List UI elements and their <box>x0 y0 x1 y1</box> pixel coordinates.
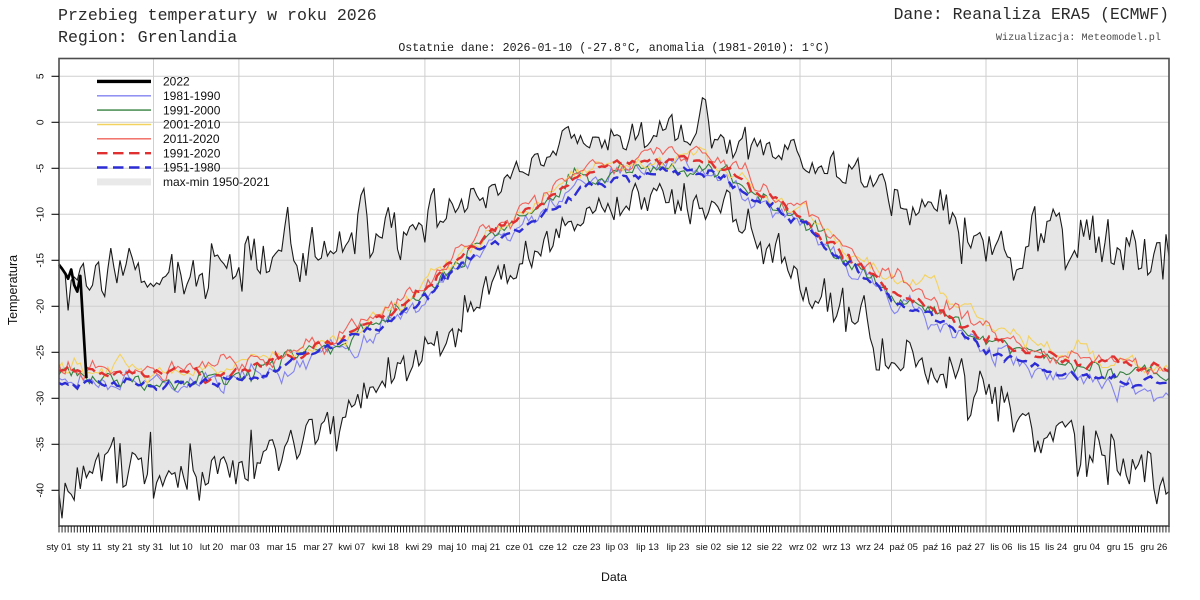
svg-text:1991-2020: 1991-2020 <box>163 146 221 160</box>
svg-text:wrz 13: wrz 13 <box>822 542 851 553</box>
svg-text:gru 15: gru 15 <box>1107 542 1134 553</box>
svg-text:Przebieg temperatury w roku 20: Przebieg temperatury w roku 2026 <box>58 6 377 25</box>
svg-text:maj 21: maj 21 <box>472 542 501 553</box>
svg-text:sie 12: sie 12 <box>726 542 751 553</box>
svg-text:sty 11: sty 11 <box>77 542 102 553</box>
svg-text:kwi 18: kwi 18 <box>372 542 399 553</box>
svg-text:cze 23: cze 23 <box>573 542 601 553</box>
svg-text:-40: -40 <box>36 483 47 498</box>
svg-text:-20: -20 <box>36 299 47 314</box>
svg-text:-30: -30 <box>36 391 47 406</box>
svg-text:lip 03: lip 03 <box>606 542 629 553</box>
svg-text:2011-2020: 2011-2020 <box>163 132 220 146</box>
svg-text:lis 15: lis 15 <box>1018 542 1040 553</box>
svg-text:1981-1990: 1981-1990 <box>163 89 221 103</box>
svg-text:sty 21: sty 21 <box>107 542 132 553</box>
svg-text:mar 27: mar 27 <box>303 542 333 553</box>
svg-text:lut 10: lut 10 <box>169 542 192 553</box>
svg-text:2001-2010: 2001-2010 <box>163 118 221 132</box>
svg-text:sty 31: sty 31 <box>138 542 163 553</box>
svg-text:-10: -10 <box>36 207 47 222</box>
svg-text:sie 22: sie 22 <box>757 542 782 553</box>
svg-text:Region: Grenlandia: Region: Grenlandia <box>58 28 237 47</box>
svg-text:paź 05: paź 05 <box>889 542 918 553</box>
svg-text:1991-2000: 1991-2000 <box>163 103 221 117</box>
svg-text:-15: -15 <box>36 253 47 268</box>
svg-text:-35: -35 <box>36 437 47 452</box>
svg-text:lut 20: lut 20 <box>200 542 223 553</box>
svg-text:lip 23: lip 23 <box>667 542 690 553</box>
svg-text:lip 13: lip 13 <box>636 542 659 553</box>
svg-text:Temperatura: Temperatura <box>6 255 20 325</box>
svg-text:gru 04: gru 04 <box>1073 542 1100 553</box>
svg-text:max-min 1950-2021: max-min 1950-2021 <box>163 175 270 189</box>
svg-text:Ostatnie dane: 2026-01-10 (-27: Ostatnie dane: 2026-01-10 (-27.8°C, anom… <box>398 42 829 55</box>
svg-text:mar 03: mar 03 <box>230 542 260 553</box>
svg-text:lis 24: lis 24 <box>1045 542 1067 553</box>
svg-text:0: 0 <box>36 119 47 125</box>
svg-text:-25: -25 <box>36 345 47 360</box>
svg-text:sie 02: sie 02 <box>696 542 721 553</box>
svg-text:maj 10: maj 10 <box>438 542 467 553</box>
svg-text:paź 27: paź 27 <box>957 542 986 553</box>
svg-text:cze 01: cze 01 <box>506 542 534 553</box>
svg-text:wrz 02: wrz 02 <box>788 542 817 553</box>
svg-text:sty 01: sty 01 <box>46 542 71 553</box>
svg-text:-5: -5 <box>36 163 47 172</box>
svg-text:5: 5 <box>36 73 47 79</box>
svg-text:1951-1980: 1951-1980 <box>163 161 221 175</box>
svg-text:kwi 29: kwi 29 <box>405 542 432 553</box>
svg-text:2022: 2022 <box>163 75 190 89</box>
svg-text:wrz 24: wrz 24 <box>855 542 884 553</box>
svg-text:mar 15: mar 15 <box>267 542 297 553</box>
svg-text:lis 06: lis 06 <box>990 542 1012 553</box>
svg-text:paź 16: paź 16 <box>923 542 952 553</box>
svg-text:cze 12: cze 12 <box>539 542 567 553</box>
svg-text:gru 26: gru 26 <box>1140 542 1167 553</box>
svg-text:Data: Data <box>601 570 627 584</box>
svg-text:Wizualizacja: Meteomodel.pl: Wizualizacja: Meteomodel.pl <box>996 32 1161 44</box>
svg-text:Dane: Reanaliza ERA5 (ECMWF): Dane: Reanaliza ERA5 (ECMWF) <box>894 5 1169 24</box>
svg-text:kwi 07: kwi 07 <box>338 542 365 553</box>
